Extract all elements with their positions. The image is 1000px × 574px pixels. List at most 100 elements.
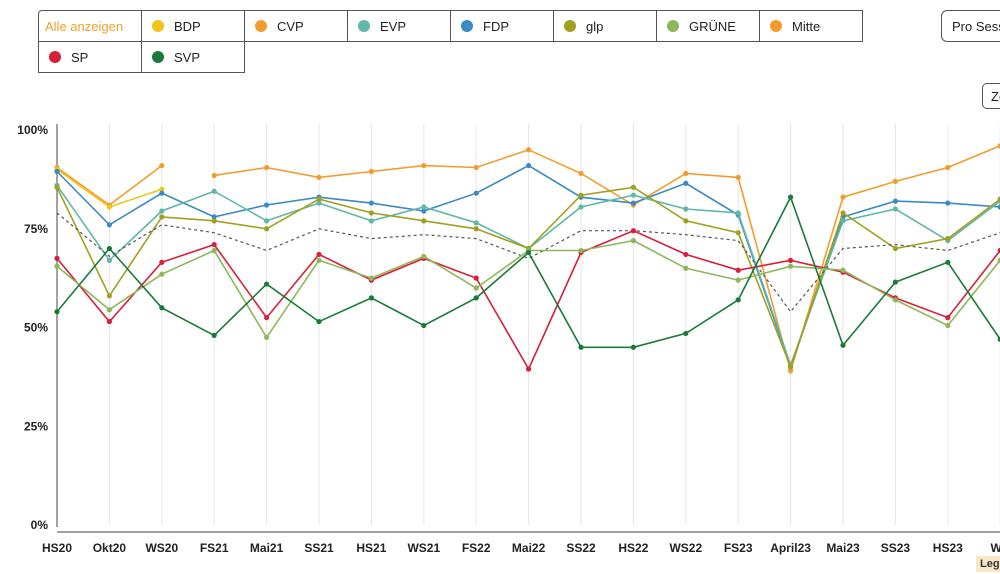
data-point-evp[interactable] [630,192,637,198]
data-point-glp[interactable] [735,230,741,236]
data-point-fdp[interactable] [368,200,374,206]
data-point-fdp[interactable] [630,200,637,206]
per-session-button[interactable]: Pro Sessionen [941,10,1000,42]
data-point-svp[interactable] [264,281,270,287]
data-point-gr-ne[interactable] [630,238,637,244]
data-point-svp[interactable] [526,249,532,256]
data-point-fdp[interactable] [526,162,532,169]
data-point-evp[interactable] [578,204,584,210]
data-point-gr-ne[interactable] [997,257,1000,263]
data-point-evp[interactable] [840,218,846,224]
data-point-glp[interactable] [421,218,427,224]
data-point-glp[interactable] [159,214,165,220]
data-point-fdp[interactable] [421,208,427,214]
data-point-svp[interactable] [316,318,322,325]
data-point-svp[interactable] [683,330,689,337]
data-point-evp[interactable] [159,208,165,214]
data-point-svp[interactable] [892,279,899,285]
data-point-gr-ne[interactable] [840,267,846,273]
data-point-fdp[interactable] [945,200,951,206]
data-point-gr-ne[interactable] [892,297,899,303]
data-point-glp[interactable] [54,184,60,190]
data-point-mitte[interactable] [578,170,584,177]
data-point-mitte[interactable] [421,162,427,169]
data-point-gr-ne[interactable] [735,277,741,283]
data-point-gr-ne[interactable] [788,263,794,269]
data-point-gr-ne[interactable] [473,285,479,291]
data-point-svp[interactable] [473,295,479,301]
data-point-glp[interactable] [892,245,899,252]
data-point-mitte[interactable] [683,170,689,177]
data-point-gr-ne[interactable] [54,263,60,269]
data-point-sp[interactable] [54,255,60,261]
data-point-bdp[interactable] [159,186,165,192]
data-point-mitte[interactable] [840,194,846,200]
data-point-evp[interactable] [368,218,374,224]
data-point-sp[interactable] [264,315,270,321]
data-point-gr-ne[interactable] [421,253,427,259]
filter-button-bdp[interactable]: BDP [141,10,245,42]
data-point-svp[interactable] [368,295,374,301]
data-point-svp[interactable] [735,297,741,303]
data-point-fdp[interactable] [473,190,479,196]
data-point-evp[interactable] [106,257,112,263]
data-point-sp[interactable] [106,318,112,325]
data-point-gr-ne[interactable] [945,322,951,329]
data-point-evp[interactable] [473,220,479,226]
data-point-cvp[interactable] [159,162,165,169]
data-point-sp[interactable] [683,251,689,258]
data-point-glp[interactable] [264,226,270,232]
filter-button-fdp[interactable]: FDP [450,10,554,42]
data-point-sp[interactable] [735,267,741,273]
data-point-svp[interactable] [106,245,112,252]
data-point-evp[interactable] [735,210,741,216]
data-point-glp[interactable] [368,210,374,216]
data-point-sp[interactable] [945,315,951,321]
data-point-glp[interactable] [630,184,637,190]
data-point-sp[interactable] [630,228,637,234]
data-point-bdp[interactable] [106,204,112,210]
data-point-glp[interactable] [211,218,217,224]
data-point-fdp[interactable] [892,198,899,204]
data-point-gr-ne[interactable] [683,265,689,271]
filter-button-sp[interactable]: SP [38,41,142,73]
data-point-glp[interactable] [997,196,1000,202]
data-point-mitte[interactable] [997,143,1000,149]
data-point-sp[interactable] [526,366,532,372]
data-point-svp[interactable] [840,342,846,348]
data-point-fdp[interactable] [159,190,165,196]
data-point-sp[interactable] [211,241,217,248]
data-point-fdp[interactable] [997,204,1000,210]
data-point-mitte[interactable] [211,172,217,179]
filter-button-glp[interactable]: glp [553,10,657,42]
show-all-button[interactable]: Alle anzeigen [38,10,142,42]
data-point-sp[interactable] [159,259,165,265]
data-point-svp[interactable] [421,322,427,329]
data-point-mitte[interactable] [735,174,741,180]
data-point-evp[interactable] [211,188,217,194]
data-point-gr-ne[interactable] [316,257,322,263]
data-point-glp[interactable] [316,196,322,202]
data-point-svp[interactable] [997,336,1000,342]
data-point-fdp[interactable] [54,168,60,175]
filter-button-evp[interactable]: EVP [347,10,451,42]
data-point-sp[interactable] [316,251,322,258]
data-point-svp[interactable] [54,309,60,315]
data-point-glp[interactable] [106,293,112,299]
data-point-svp[interactable] [159,305,165,311]
data-point-evp[interactable] [316,200,322,206]
data-point-mitte[interactable] [316,174,322,180]
data-point-fdp[interactable] [211,214,217,220]
data-point-glp[interactable] [578,192,584,198]
data-point-glp[interactable] [683,218,689,224]
data-point-evp[interactable] [421,204,427,210]
data-point-glp[interactable] [840,210,846,216]
data-point-sp[interactable] [473,275,479,281]
data-point-fdp[interactable] [683,180,689,186]
data-point-gr-ne[interactable] [211,247,217,254]
filter-button-cvp[interactable]: CVP [244,10,348,42]
data-point-svp[interactable] [630,344,637,350]
zoom-button[interactable]: Zoom [982,83,1000,109]
filter-button-svp[interactable]: SVP [141,41,245,73]
data-point-evp[interactable] [683,206,689,212]
